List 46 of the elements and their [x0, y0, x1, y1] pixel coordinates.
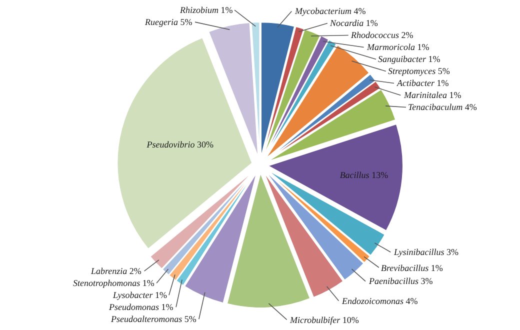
data-label: 1% — [154, 290, 167, 300]
data-label: 1% — [366, 18, 378, 28]
slice-label: Pseudoalteromonas — [110, 314, 183, 324]
slice-label: Lysinibacillus — [393, 247, 445, 257]
data-label: 1% — [417, 42, 430, 52]
slice-label: Tenacibaculum — [408, 102, 464, 112]
data-label: 30% — [197, 139, 214, 150]
data-label: 5% — [438, 66, 450, 76]
slice-label: Sanguibacter — [378, 54, 426, 64]
slice-label: Actibacter — [396, 78, 435, 88]
data-label: 10% — [342, 315, 359, 325]
slice-label: Pseudomonas — [108, 302, 160, 312]
slice-label: Paenibacillus — [368, 276, 419, 286]
data-label: 3% — [420, 276, 433, 286]
data-label: 4% — [406, 296, 418, 306]
data-label: 1% — [449, 90, 462, 100]
data-label: 1% — [161, 302, 174, 312]
slice-label: Labrenzia — [90, 266, 128, 276]
data-label: 13% — [372, 170, 388, 180]
slice-label: Rhizobium — [179, 5, 219, 15]
slice-label: Marmoricola — [366, 42, 416, 52]
slice-label: Rhodococcus — [350, 30, 400, 40]
slice-label: Lysobacter — [112, 290, 154, 300]
data-label: 1% — [436, 78, 449, 88]
data-label: 1% — [220, 5, 233, 15]
data-label: 1% — [430, 263, 443, 273]
slice-label: Stenotrophomonas — [73, 278, 141, 288]
slice-label: Ruegeria — [144, 17, 178, 27]
slice-label: Streptomyces — [388, 66, 436, 76]
data-label: 5% — [184, 314, 196, 324]
data-label: 4% — [354, 6, 366, 16]
data-label: 4% — [464, 102, 477, 112]
data-label: 1% — [142, 278, 154, 288]
data-label: 5% — [180, 17, 192, 27]
data-label: 1% — [428, 54, 440, 64]
slice-label: Nocardia — [329, 18, 364, 28]
data-label: 3% — [446, 247, 458, 257]
slice-label: Pseudovibrio — [146, 139, 196, 150]
slice-label: Mycobacterium — [294, 6, 352, 16]
slice-label: Marinitalea — [403, 90, 448, 100]
data-label: 2% — [401, 30, 414, 40]
slice-label: Bacillus — [340, 170, 370, 180]
slice-label: Brevibacillus — [381, 263, 430, 273]
slice-label: Endozoicomonas — [341, 296, 404, 306]
slice-label: Microbulbifer — [289, 315, 341, 325]
data-label: 2% — [129, 266, 142, 276]
